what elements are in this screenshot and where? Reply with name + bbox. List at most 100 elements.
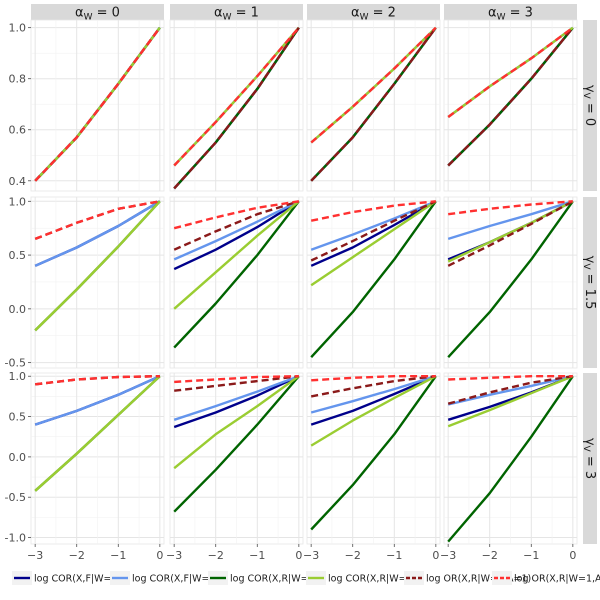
- series-line: [173, 375, 300, 421]
- series-line: [173, 200, 300, 271]
- row-strip: [583, 373, 597, 544]
- x-tick-label: 0: [569, 549, 576, 562]
- series-line: [447, 200, 574, 267]
- row-strips: γV = 0 γV = 1.5 γV = 3: [582, 20, 598, 544]
- column-strip-label: αW = 1: [214, 6, 259, 23]
- y-tick-label: 0.0: [9, 451, 27, 464]
- row-strip: [583, 20, 597, 191]
- panel: [30, 19, 165, 192]
- panel: [443, 196, 578, 369]
- series-line: [310, 200, 437, 262]
- legend-item: log COR(X,F|W=1): [110, 571, 219, 585]
- x-tick-label: 0: [156, 549, 163, 562]
- legend-item: log COR(X,R|W=1): [306, 571, 416, 585]
- x-tick-label: −2: [208, 549, 224, 562]
- series-line: [310, 200, 437, 359]
- legend: log COR(X,F|W=0) log COR(X,F|W=1) log COR(…: [12, 571, 600, 585]
- y-tick-label: 0.6: [9, 124, 27, 137]
- x-tick-label: −1: [110, 549, 126, 562]
- series-line: [447, 375, 574, 543]
- series-line: [173, 200, 300, 251]
- series-line: [34, 375, 161, 492]
- y-tick-label: 1.0: [9, 195, 27, 208]
- y-tick-label: -0.5: [5, 357, 26, 370]
- legend-item: log OR(X,R|W=0,A=1): [404, 571, 531, 585]
- y-tick-label: 1.0: [9, 370, 27, 383]
- series-line: [310, 200, 436, 222]
- series-line: [310, 375, 437, 414]
- panel: [169, 196, 304, 369]
- series-line: [310, 375, 436, 398]
- panel: [443, 19, 578, 192]
- series-line: [173, 375, 300, 470]
- series-line: [310, 375, 437, 426]
- series-line: [447, 375, 574, 428]
- series-line: [173, 375, 300, 513]
- row-strip-label: γV = 3: [582, 438, 598, 479]
- row-strip-label: γV = 0: [582, 85, 598, 126]
- legend-label: log COR(X,R|W=1): [328, 574, 416, 585]
- column-strip: [307, 4, 440, 20]
- x-tick-label: −3: [27, 549, 43, 562]
- series-line: [34, 200, 161, 332]
- y-tick-label: 0.5: [9, 249, 27, 262]
- series-line: [34, 26, 161, 182]
- x-tick-label: −3: [303, 549, 319, 562]
- x-tick-label: −1: [386, 549, 402, 562]
- x-tick-label: −3: [440, 549, 456, 562]
- column-strip: [444, 4, 577, 20]
- series-line: [448, 200, 573, 216]
- x-axes: −3 −2 −1 0 −3 −2 −1 0 −3 −2 −1 0 −3 −2 −1 0: [27, 544, 576, 562]
- panel: [306, 19, 441, 192]
- series-line: [174, 375, 299, 392]
- y-axes: 0.40.60.81.0-0.50.00.51.0-1.0-0.50.00.51…: [5, 22, 31, 545]
- legend-item: log OR(X,R|W=1,A=1): [492, 571, 600, 585]
- legend-label: log COR(X,F|W=1): [132, 574, 219, 585]
- legend-label: log OR(X,R|W=1,A=1): [514, 574, 600, 585]
- series-line: [34, 200, 161, 241]
- series-line: [34, 200, 161, 267]
- series-line: [311, 375, 436, 382]
- panel: [169, 19, 304, 192]
- series-line: [173, 200, 300, 310]
- panels: [30, 19, 578, 545]
- panel: [443, 372, 578, 545]
- x-tick-label: −1: [249, 549, 265, 562]
- column-strip-label: αW = 3: [488, 6, 533, 23]
- panel: [306, 372, 441, 545]
- y-tick-label: 0.0: [9, 303, 27, 316]
- series-line: [310, 26, 437, 144]
- series-line: [173, 200, 300, 261]
- panel: [30, 372, 165, 545]
- series-line: [310, 375, 437, 447]
- legend-label: log COR(X,F|W=0): [34, 574, 121, 585]
- series-line: [310, 26, 437, 182]
- series-line: [173, 26, 300, 167]
- y-tick-label: 0.8: [9, 73, 27, 86]
- series-line: [34, 375, 161, 426]
- x-tick-label: −3: [166, 549, 182, 562]
- row-strip-label: γV = 1.5: [582, 256, 598, 310]
- y-tick-label: 0.5: [9, 411, 27, 424]
- series-line: [310, 200, 437, 267]
- legend-item: log COR(X,F|W=0): [12, 571, 121, 585]
- series-line: [447, 26, 574, 118]
- column-strip: [170, 4, 303, 20]
- x-tick-label: −2: [482, 549, 498, 562]
- x-tick-label: −2: [69, 549, 85, 562]
- series-line: [173, 375, 300, 429]
- series-line: [447, 375, 574, 406]
- column-strip-label: αW = 0: [75, 6, 120, 23]
- series-line: [173, 200, 300, 349]
- series-line: [173, 27, 300, 190]
- panel: [306, 196, 441, 369]
- legend-item: log COR(X,R|W=0): [208, 571, 318, 585]
- series-line: [447, 200, 574, 241]
- panel: [169, 372, 304, 545]
- x-tick-label: 0: [432, 549, 439, 562]
- y-tick-label: -0.5: [5, 491, 26, 504]
- y-tick-label: -1.0: [5, 532, 26, 545]
- series-line: [310, 375, 437, 531]
- row-strip: [583, 197, 597, 368]
